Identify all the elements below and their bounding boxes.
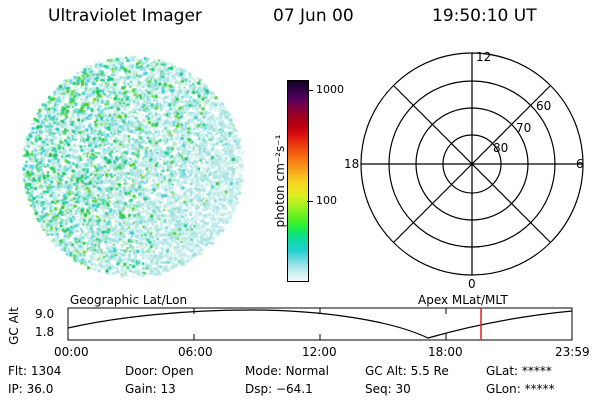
lat-label-80: 80 (493, 141, 508, 155)
mlt-label-12: 12 (476, 50, 491, 64)
glon-info: GLon: ***** (486, 382, 555, 396)
ip-value: 36.0 (26, 382, 54, 396)
colorbar-tick-label: 100 (316, 194, 337, 207)
mode-value: Normal (285, 364, 329, 378)
colorbar-tick-label: 1000 (316, 83, 344, 96)
timeline-xtick: 06:00 (178, 345, 213, 359)
lat-label-60: 60 (536, 99, 551, 113)
ip-info: IP: 36.0 (8, 382, 54, 396)
gain-info: Gain: 13 (125, 382, 176, 396)
colorbar-tick-mark (307, 90, 313, 91)
colorbar-tick-mark (307, 201, 313, 202)
mode-info: Mode: Normal (245, 364, 329, 378)
timeline-xtick: 12:00 (302, 345, 337, 359)
flight-info: Flt: 1304 (8, 364, 62, 378)
color-scale-bar (287, 80, 309, 282)
glat-value: ***** (521, 364, 552, 378)
seq-value: 30 (395, 382, 411, 396)
timeline-xtick: 23:59 (555, 345, 590, 359)
mlt-diagonal-line (393, 85, 551, 243)
gc-alt-value: 5.5 Re (410, 364, 449, 378)
geographic-label: Geographic Lat/Lon (70, 293, 188, 307)
flight-value: 1304 (30, 364, 62, 378)
dsp-info: Dsp: −64.1 (245, 382, 313, 396)
door-value: Open (161, 364, 194, 378)
timeline-xtick: 18:00 (428, 345, 463, 359)
mlt-label-0: 0 (468, 277, 476, 288)
glat-info: GLat: ***** (486, 364, 552, 378)
gain-value: 13 (160, 382, 176, 396)
observation-date: 07 Jun 00 (273, 6, 354, 26)
apex-label: Apex MLat/MLT (418, 293, 508, 307)
altitude-tick-label: 1.8 (35, 325, 55, 339)
mlt-label-6: 6 (576, 157, 584, 171)
glon-value: ***** (524, 382, 555, 396)
dsp-value: −64.1 (275, 382, 313, 396)
altitude-timeline (67, 307, 573, 341)
mlt-label-18: 18 (344, 157, 359, 171)
door-info: Door: Open (125, 364, 194, 378)
uv-image-disk (22, 52, 262, 292)
observation-time: 19:50:10 UT (432, 6, 537, 26)
timeline-xtick: 00:00 (54, 345, 89, 359)
lat-label-70: 70 (516, 121, 531, 135)
gc-alt-info: GC Alt: 5.5 Re (365, 364, 449, 378)
timeline-ticks (67, 308, 573, 340)
polar-mlt-grid: 12 18 6 0 60 70 80 (344, 50, 584, 288)
instrument-title: Ultraviolet Imager (48, 6, 202, 26)
colorbar-unit-label: photon cm⁻²s⁻¹ (273, 134, 287, 228)
altitude-tick-label: 9.0 (35, 307, 55, 321)
altitude-curve (67, 309, 573, 339)
seq-info: Seq: 30 (365, 382, 411, 396)
